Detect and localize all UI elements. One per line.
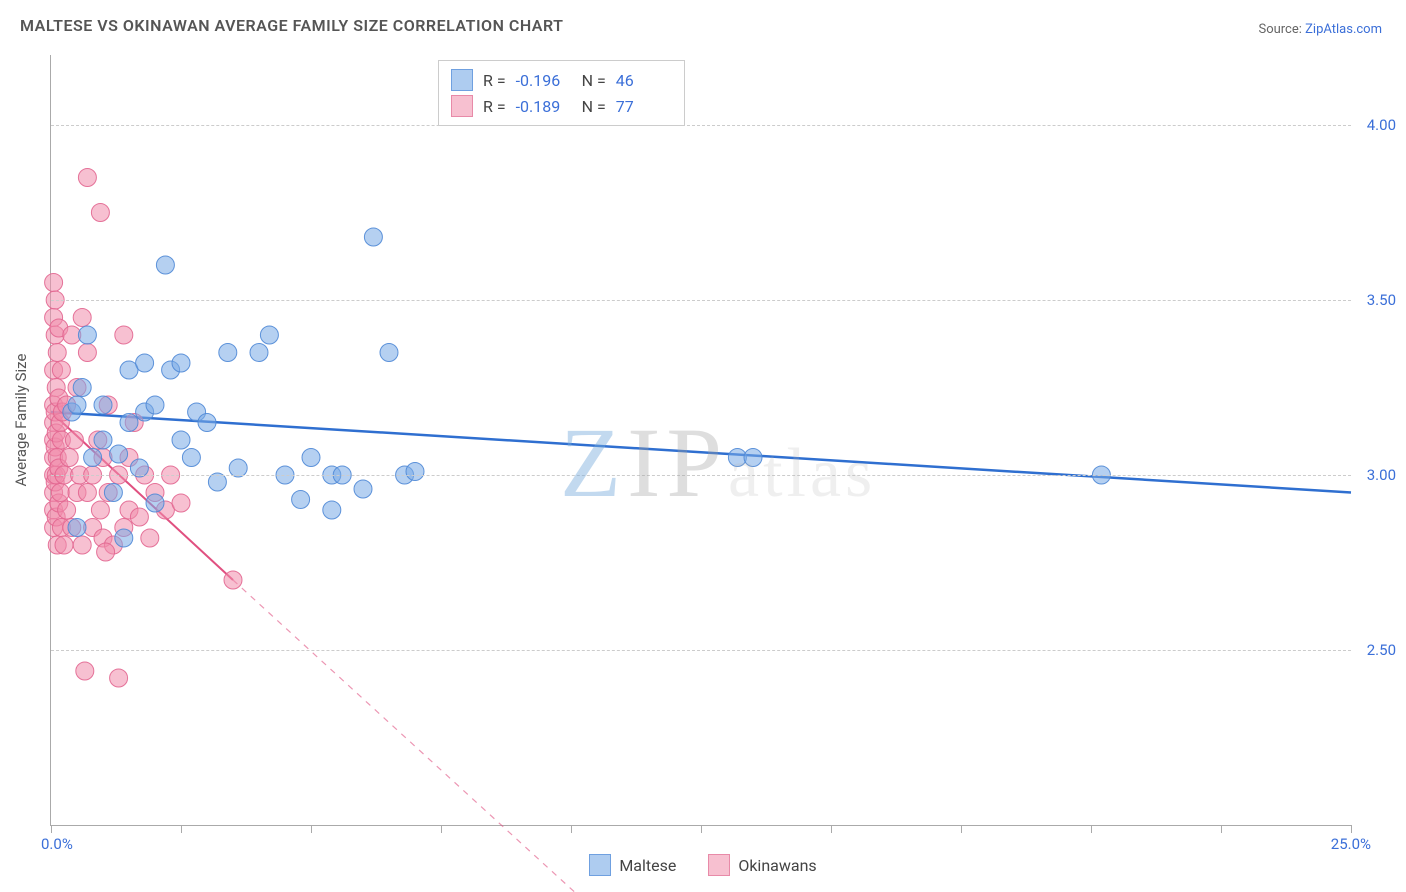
source-label: Source: <box>1258 22 1305 37</box>
y-axis-title: Average Family Size <box>12 354 30 487</box>
legend-item-okinawans: Okinawans <box>708 854 816 876</box>
legend-series: Maltese Okinawans <box>0 854 1406 880</box>
y-tick-label: 3.00 <box>1367 466 1396 484</box>
source-attribution: Source: ZipAtlas.com <box>1258 22 1382 37</box>
r-value-2: -0.189 <box>516 97 572 116</box>
legend-label-maltese: Maltese <box>619 856 676 875</box>
swatch-pink-icon <box>708 854 730 876</box>
chart-title: MALTESE VS OKINAWAN AVERAGE FAMILY SIZE … <box>20 16 564 35</box>
y-tick-label: 4.00 <box>1367 116 1396 134</box>
legend-stats-row-1: R = -0.196 N = 46 <box>451 67 672 93</box>
swatch-pink-icon <box>451 95 473 117</box>
r-value-1: -0.196 <box>516 71 572 90</box>
chart-container: MALTESE VS OKINAWAN AVERAGE FAMILY SIZE … <box>0 0 1406 892</box>
legend-item-maltese: Maltese <box>589 854 676 876</box>
legend-label-okinawans: Okinawans <box>738 856 816 875</box>
chart-svg <box>51 55 1351 825</box>
swatch-blue-icon <box>589 854 611 876</box>
source-link[interactable]: ZipAtlas.com <box>1305 22 1382 37</box>
n-label-2: N = <box>582 97 606 116</box>
r-label-1: R = <box>483 71 506 90</box>
y-tick-label: 2.50 <box>1367 641 1396 659</box>
x-min-label: 0.0% <box>41 835 73 853</box>
swatch-blue-icon <box>451 69 473 91</box>
legend-stats: R = -0.196 N = 46 R = -0.189 N = 77 <box>438 60 685 126</box>
legend-stats-row-2: R = -0.189 N = 77 <box>451 93 672 119</box>
n-value-1: 46 <box>616 71 672 90</box>
y-tick-label: 3.50 <box>1367 291 1396 309</box>
plot-area: 2.503.003.504.000.0%25.0% <box>50 55 1351 826</box>
x-max-label: 25.0% <box>1331 835 1371 853</box>
n-label-1: N = <box>582 71 606 90</box>
r-label-2: R = <box>483 97 506 116</box>
n-value-2: 77 <box>616 97 672 116</box>
